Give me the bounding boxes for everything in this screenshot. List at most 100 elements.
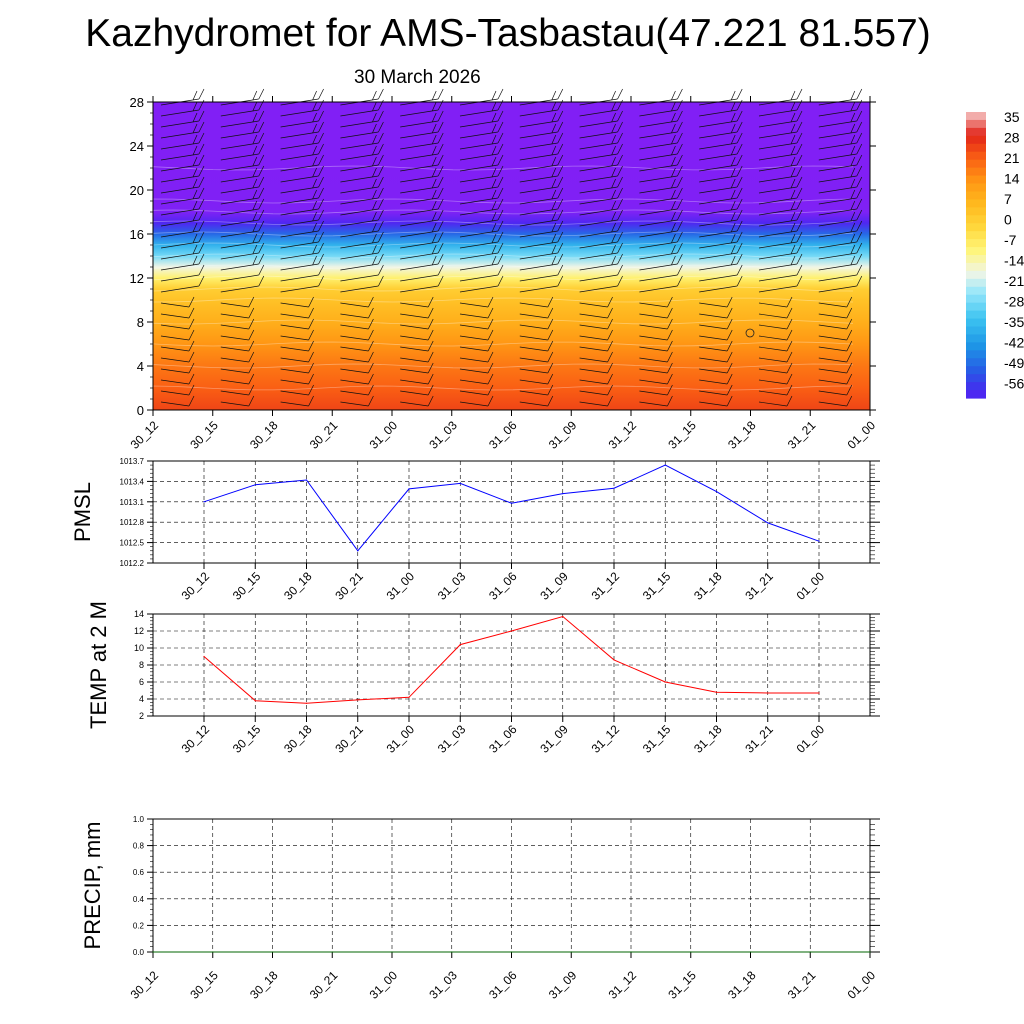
data-point: [818, 540, 820, 542]
wind-barb-flag: [378, 165, 384, 177]
wind-barb: [220, 186, 259, 194]
wind-barb-flag: [378, 187, 384, 199]
wind-barb-flag: [551, 156, 557, 167]
wind-barb-flag: [368, 373, 374, 385]
wind-barb-flag: [671, 112, 676, 123]
wind-barb-flag: [611, 156, 616, 167]
data-point: [562, 493, 564, 495]
wind-barb-flag: [557, 176, 564, 188]
wind-barb-flag: [551, 222, 557, 233]
wind-barb-flag: [318, 176, 324, 188]
wind-barb-flag: [796, 253, 803, 265]
wind-barb-flag: [491, 211, 497, 222]
wind-barb-flag: [198, 88, 205, 100]
wind-barb-flag: [252, 211, 258, 222]
wind-barb-flag: [248, 395, 255, 407]
colorbar-swatch: [966, 294, 986, 304]
wind-barb-flag: [790, 189, 796, 200]
wind-barb: [459, 197, 499, 205]
wind-barb: [699, 368, 728, 374]
wind-barb-flag: [318, 264, 324, 276]
x-tick-label: 30_15: [187, 968, 221, 1002]
wind-barb: [459, 302, 489, 308]
wind-barb: [160, 252, 200, 260]
wind-barb-flag: [617, 154, 623, 166]
wind-barb-flag: [258, 264, 265, 276]
wind-barb: [699, 164, 738, 172]
wind-barb-flag: [730, 178, 736, 189]
x-tick-label: 31_00: [384, 722, 418, 756]
data-point: [357, 550, 359, 552]
wind-barb: [818, 241, 857, 249]
colorbar-swatch: [966, 175, 986, 185]
wind-barb-flag: [786, 329, 793, 341]
wind-barb-flag: [736, 176, 743, 188]
x-tick-label: 01_00: [845, 418, 879, 452]
wind-barb-flag: [846, 307, 853, 319]
wind-barb-flag: [796, 154, 803, 166]
wind-barb: [340, 109, 379, 117]
wind-barb-flag: [318, 209, 324, 221]
wind-barb-flag: [198, 231, 205, 243]
wind-barb: [280, 274, 319, 282]
wind-barb: [160, 285, 200, 293]
wind-barb: [220, 164, 259, 172]
x-tick-label: 31_06: [486, 722, 520, 756]
colorbar-label: -7: [1004, 232, 1017, 248]
wind-barb: [280, 313, 309, 319]
wind-barb-flag: [378, 242, 384, 254]
wind-barb: [220, 142, 259, 150]
wind-barb-flag: [786, 318, 793, 330]
wind-barb-flag: [677, 275, 683, 287]
wind-barb-flag: [497, 198, 504, 210]
wind-barb: [519, 153, 558, 161]
x-tick-label: 31_03: [435, 722, 469, 756]
x-tick-label: 31_06: [486, 968, 520, 1002]
wind-barb-flag: [856, 264, 863, 276]
wind-barb-flag: [258, 242, 265, 254]
wind-barb-flag: [790, 145, 796, 156]
wind-barb-flag: [308, 307, 314, 319]
wind-barb-flag: [796, 165, 803, 177]
data-point: [271, 951, 274, 953]
wind-barb: [160, 274, 200, 282]
wind-barb-flag: [491, 189, 497, 200]
wind-barb-flag: [198, 121, 205, 133]
wind-barb: [280, 164, 319, 172]
wind-barb-flag: [607, 362, 613, 374]
wind-barb: [220, 252, 259, 260]
wind-barb-flag: [378, 220, 384, 232]
wind-barb-flag: [796, 209, 803, 221]
wind-barb-flag: [312, 134, 317, 145]
data-point: [510, 502, 513, 504]
chart-title: Kazhydromet for AMS-Tasbastau(47.221 81.…: [85, 12, 931, 55]
data-point: [570, 951, 572, 953]
wind-barb-flag: [547, 384, 554, 396]
wind-barb: [579, 175, 618, 183]
wind-barb-flag: [497, 154, 504, 166]
wind-barb: [818, 131, 857, 139]
wind-barb-flag: [192, 112, 198, 123]
wind-barb-flag: [671, 211, 676, 222]
wind-barb: [400, 302, 429, 308]
wind-barb: [699, 379, 728, 385]
wind-barb-flag: [736, 88, 743, 100]
wind-barb-flag: [248, 351, 255, 363]
wind-barb: [280, 379, 309, 385]
wind-barb: [519, 390, 548, 396]
wind-barb-flag: [378, 264, 384, 276]
wind-barb-flag: [491, 233, 497, 244]
wind-barb: [220, 274, 259, 282]
wind-barb-flag: [736, 242, 743, 254]
wind-barb-flag: [611, 134, 616, 145]
wind-barb-flag: [252, 101, 258, 112]
wind-barb-flag: [192, 178, 198, 189]
wind-barb: [400, 368, 429, 374]
colorbar-swatch: [966, 270, 986, 280]
wind-barb: [519, 120, 558, 128]
wind-barb-flag: [318, 154, 324, 166]
wind-barb-flag: [378, 154, 384, 166]
wind-barb-flag: [551, 112, 557, 123]
wind-barb: [220, 120, 259, 128]
wind-barb: [639, 175, 678, 183]
